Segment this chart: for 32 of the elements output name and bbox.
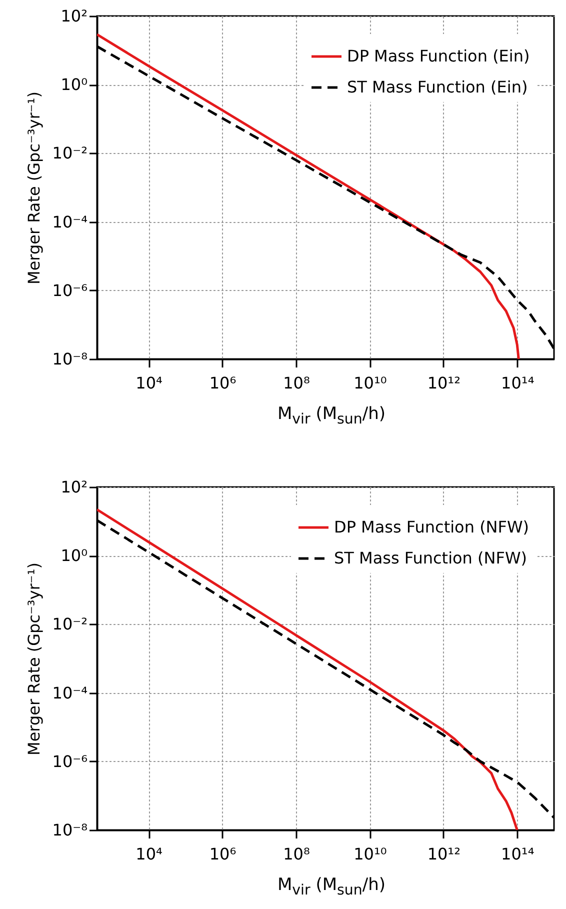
x-tick-label: 10¹⁴ — [501, 374, 534, 392]
y-axis-title: Merger Rate (Gpc⁻³yr⁻¹) — [24, 92, 44, 284]
y-axis-title: Merger Rate (Gpc⁻³yr⁻¹) — [24, 562, 44, 756]
y-tick-label: 10⁻⁶ — [52, 752, 88, 771]
legend-label: DP Mass Function (Ein) — [347, 46, 530, 66]
x-tick-label: 10⁴ — [136, 374, 162, 392]
legend-label: DP Mass Function (NFW) — [334, 518, 530, 536]
legend-label: ST Mass Function (NFW) — [334, 548, 527, 568]
x-tick-label: 10¹² — [427, 844, 461, 864]
x-tick-label: 10¹⁰ — [354, 374, 387, 392]
y-tick-label: 10⁻² — [52, 144, 88, 163]
legend-label: ST Mass Function (Ein) — [347, 78, 528, 96]
y-tick-label: 10² — [60, 478, 88, 496]
y-tick-label: 10⁻⁸ — [52, 820, 88, 840]
x-tick-label: 10¹² — [427, 374, 461, 392]
x-tick-label: 10⁴ — [136, 844, 162, 864]
x-tick-label: 10⁶ — [209, 844, 236, 864]
y-tick-label: 10⁻⁴ — [52, 212, 88, 232]
y-tick-label: 10⁻⁴ — [52, 683, 88, 702]
x-tick-label: 10¹⁴ — [501, 844, 534, 864]
y-tick-label: 10⁰ — [60, 546, 88, 566]
y-tick-label: 10² — [60, 6, 88, 26]
y-tick-label: 10⁻⁶ — [52, 280, 88, 300]
x-axis-title: M$_{vir}$ (M$_{sun}$/h) — [276, 874, 386, 900]
y-tick-label: 10⁰ — [60, 75, 88, 94]
x-tick-label: 10⁸ — [283, 374, 310, 392]
y-tick-label: 10⁻⁸ — [52, 350, 88, 368]
x-tick-label: 10¹⁰ — [354, 844, 387, 864]
x-tick-label: 10⁶ — [209, 374, 236, 392]
x-tick-label: 10⁸ — [283, 844, 310, 864]
y-tick-label: 10⁻² — [52, 614, 88, 634]
x-axis-title: M$_{vir}$ (M$_{sun}$/h) — [276, 403, 386, 430]
